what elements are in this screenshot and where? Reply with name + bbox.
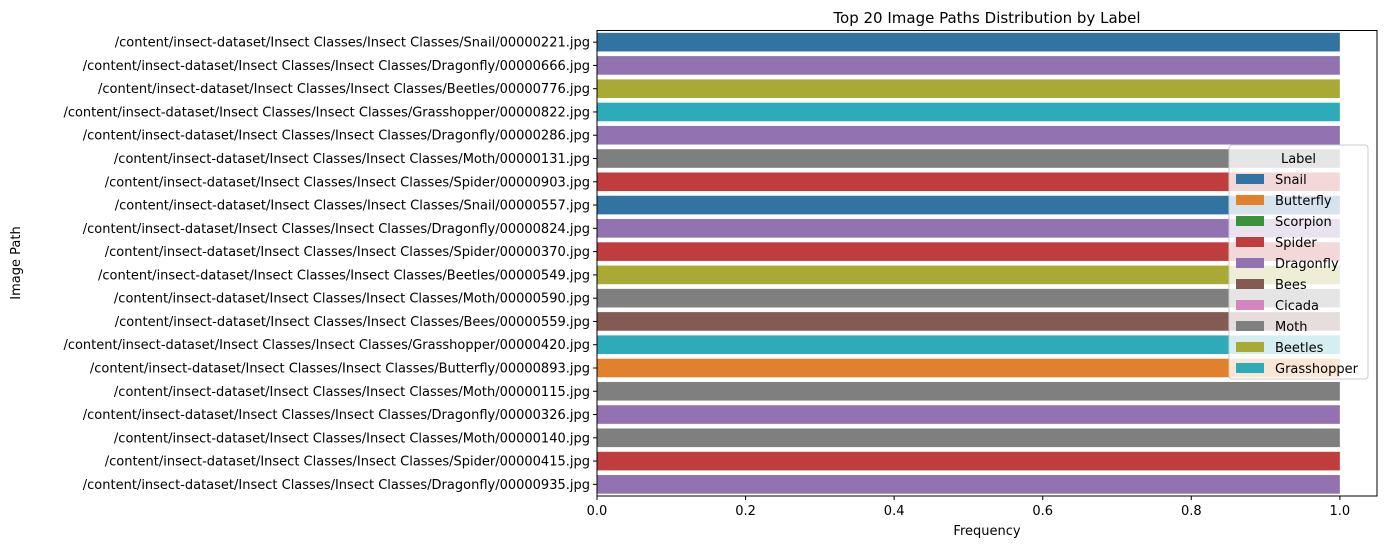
legend-entry-label: Moth <box>1275 320 1308 335</box>
bar <box>597 102 1340 122</box>
legend-entry-label: Bees <box>1275 278 1307 293</box>
y-tick-label: /content/insect-dataset/Insect Classes/I… <box>98 268 590 283</box>
y-tick-label: /content/insect-dataset/Insect Classes/I… <box>63 338 590 353</box>
bar <box>597 219 1340 238</box>
x-axis-label: Frequency <box>953 524 1020 539</box>
x-tick-label: 0.0 <box>587 504 608 519</box>
plot-area-frame <box>596 30 1378 497</box>
legend-entry-label: Grasshopper <box>1275 362 1359 377</box>
legend-title: Label <box>1281 152 1316 167</box>
y-tick-label: /content/insect-dataset/Insect Classes/I… <box>114 431 590 446</box>
y-tick-label: /content/insect-dataset/Insect Classes/I… <box>83 478 590 493</box>
x-axis-ticks: 0.0 0.2 0.4 0.6 0.8 1.0 <box>587 496 1351 519</box>
bar <box>597 405 1340 424</box>
legend-entry-label: Dragonfly <box>1275 257 1339 272</box>
legend-entry-label: Snail <box>1275 173 1307 188</box>
legend-swatch <box>1236 237 1264 247</box>
legend-swatch <box>1236 216 1264 226</box>
x-tick-label: 0.4 <box>884 504 905 519</box>
bar <box>597 149 1340 168</box>
bar <box>597 265 1340 285</box>
y-tick-label: /content/insect-dataset/Insect Classes/I… <box>105 245 590 260</box>
bar <box>597 195 1340 215</box>
y-axis-label: Image Path <box>9 226 24 299</box>
bar <box>597 312 1340 331</box>
y-tick-label: /content/insect-dataset/Insect Classes/I… <box>114 385 590 400</box>
y-tick-label: /content/insect-dataset/Insect Classes/I… <box>83 408 590 423</box>
bar <box>597 428 1340 448</box>
bars-layer <box>597 32 1340 494</box>
legend-entry-label: Scorpion <box>1275 215 1332 230</box>
legend-swatch <box>1236 300 1264 310</box>
x-tick-label: 0.2 <box>735 504 756 519</box>
y-tick-label: /content/insect-dataset/Insect Classes/I… <box>83 222 590 237</box>
y-tick-label: /content/insect-dataset/Insect Classes/I… <box>105 175 590 190</box>
y-tick-label: /content/insect-dataset/Insect Classes/I… <box>83 59 590 74</box>
y-tick-label: /content/insect-dataset/Insect Classes/I… <box>83 129 590 144</box>
chart-title: Top 20 Image Paths Distribution by Label <box>832 9 1140 27</box>
bar <box>597 288 1340 308</box>
legend-swatch <box>1236 363 1264 373</box>
y-tick-label: /content/insect-dataset/Insect Classes/I… <box>115 36 590 51</box>
legend: Label Snail Butterfly Scorpion Spider Dragonf… <box>1228 144 1369 380</box>
bar <box>597 172 1340 192</box>
y-tick-label: /content/insect-dataset/Insect Classes/I… <box>114 292 590 307</box>
bar <box>597 125 1340 145</box>
legend-swatch <box>1236 321 1264 331</box>
legend-entry-label: Spider <box>1275 236 1317 251</box>
legend-entry-label: Cicada <box>1275 299 1319 314</box>
bar <box>597 242 1340 261</box>
legend-swatch <box>1236 195 1264 205</box>
legend-swatch <box>1236 342 1264 352</box>
legend-swatch <box>1236 258 1264 268</box>
bar <box>597 358 1340 378</box>
x-tick-label: 1.0 <box>1330 504 1351 519</box>
legend-swatch <box>1236 279 1264 289</box>
bar <box>597 335 1340 355</box>
bar <box>597 32 1340 52</box>
bar <box>597 381 1340 401</box>
y-tick-label: /content/insect-dataset/Insect Classes/I… <box>114 152 590 167</box>
bar <box>597 475 1340 494</box>
bar <box>597 56 1340 75</box>
y-tick-label: /content/insect-dataset/Insect Classes/I… <box>105 455 590 470</box>
legend-entry-label: Butterfly <box>1275 194 1332 209</box>
legend-swatch <box>1236 174 1264 184</box>
y-tick-label: /content/insect-dataset/Insect Classes/I… <box>115 315 590 330</box>
x-tick-label: 0.8 <box>1181 504 1202 519</box>
legend-entry-label: Beetles <box>1275 341 1324 356</box>
y-tick-label: /content/insect-dataset/Insect Classes/I… <box>98 82 590 97</box>
x-tick-label: 0.6 <box>1032 504 1053 519</box>
bar <box>597 79 1340 98</box>
y-tick-label: /content/insect-dataset/Insect Classes/I… <box>115 199 590 214</box>
bar <box>597 451 1340 471</box>
y-axis-ticks: /content/insect-dataset/Insect Classes/I… <box>63 36 597 493</box>
y-tick-label: /content/insect-dataset/Insect Classes/I… <box>90 361 590 376</box>
y-tick-label: /content/insect-dataset/Insect Classes/I… <box>63 105 590 120</box>
